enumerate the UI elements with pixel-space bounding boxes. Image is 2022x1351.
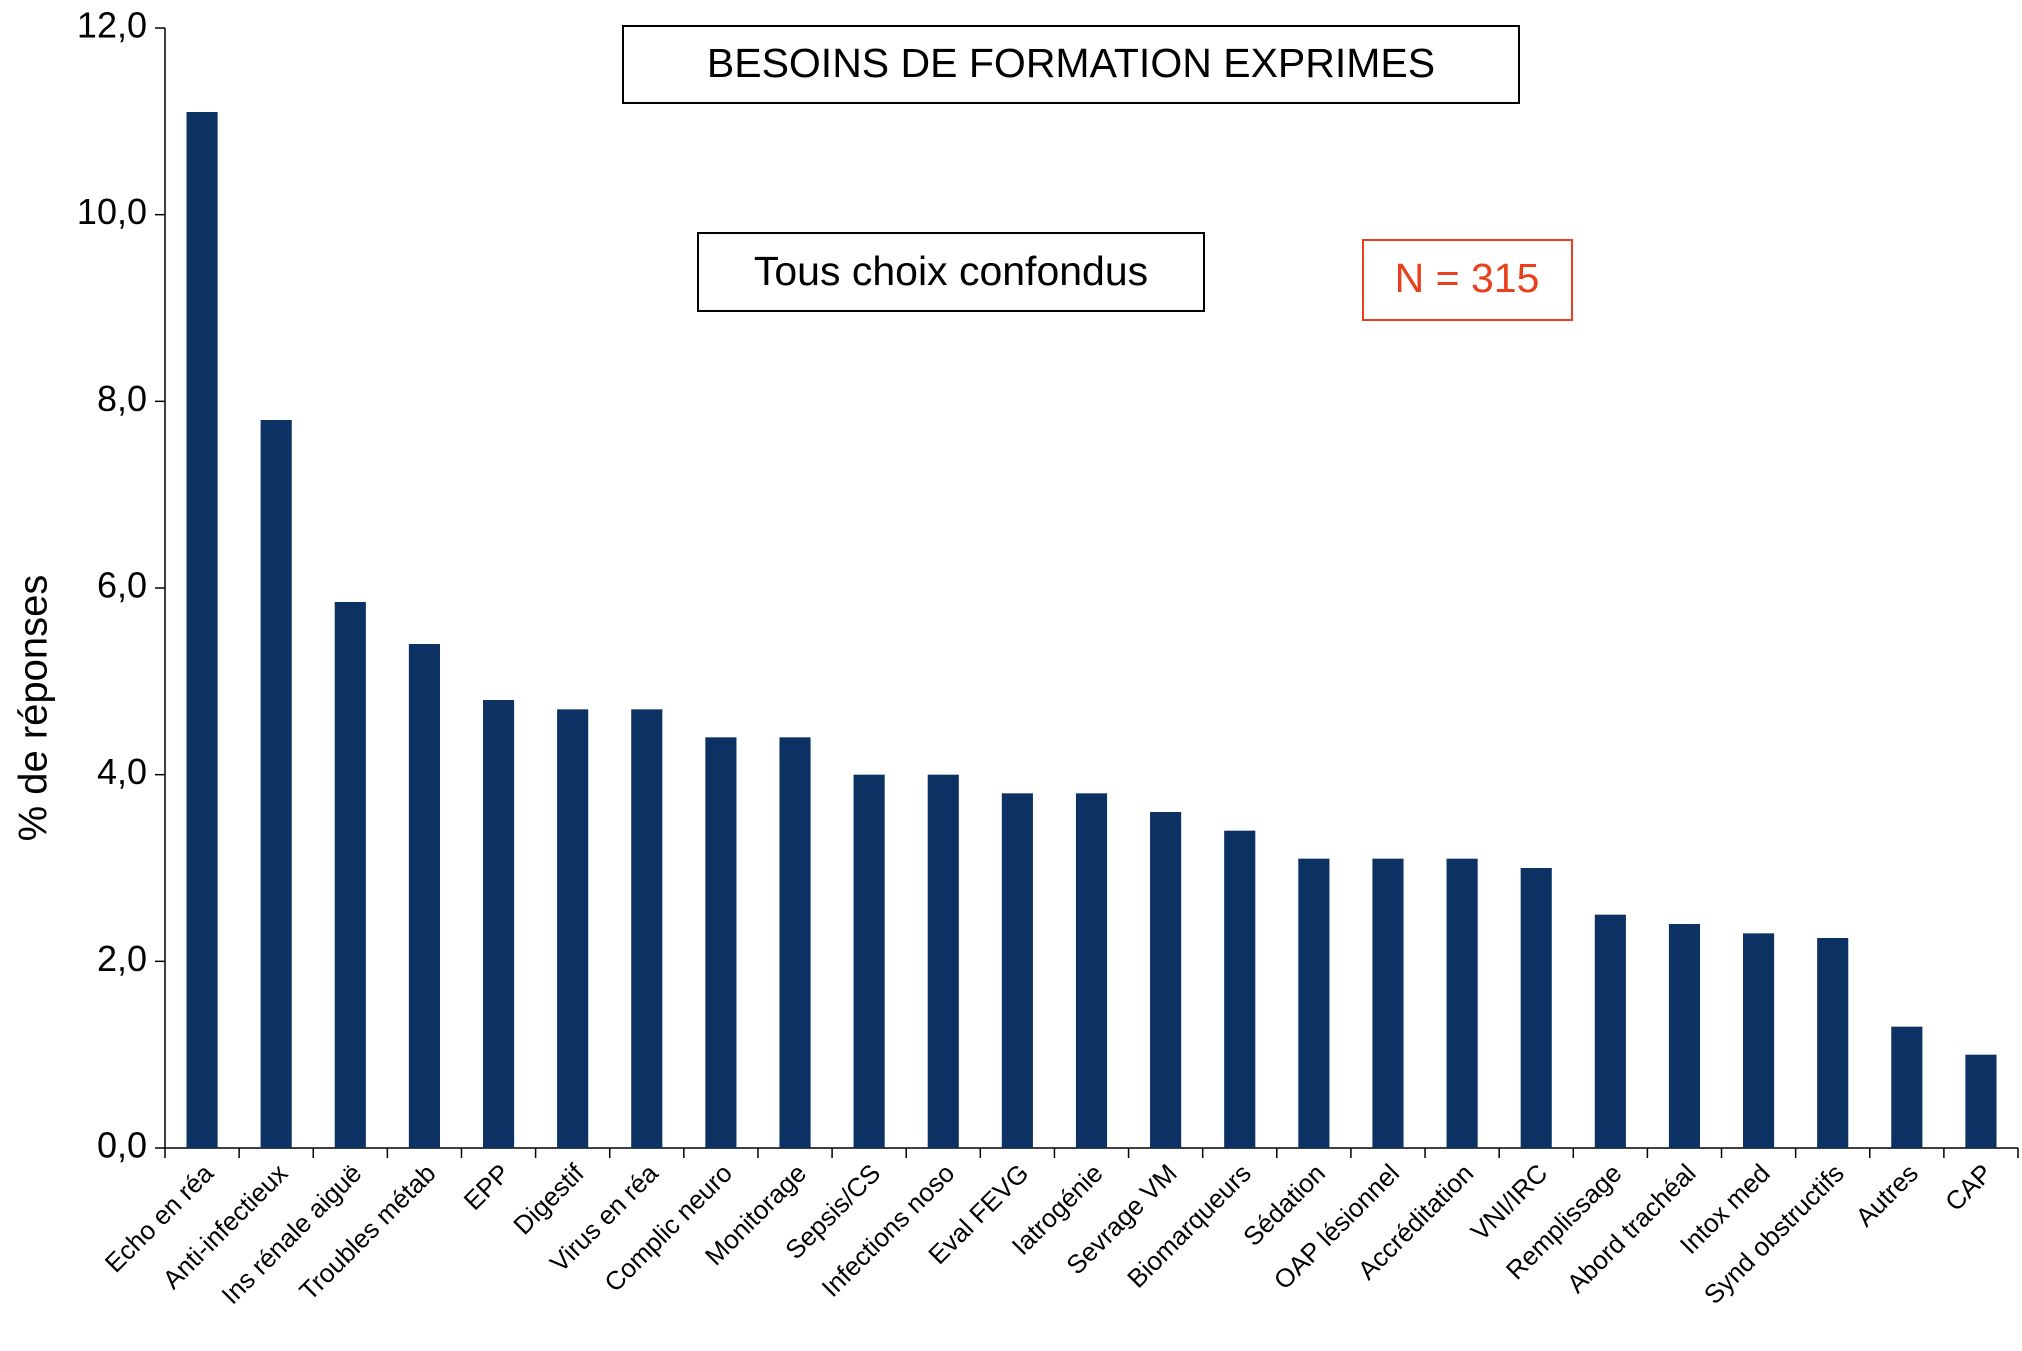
chart-subtitle: Tous choix confondus xyxy=(754,248,1148,294)
bar xyxy=(1817,938,1849,1148)
bar xyxy=(631,709,663,1148)
bar xyxy=(1446,858,1478,1148)
y-tick-label: 0,0 xyxy=(97,1125,147,1166)
bar xyxy=(1224,830,1256,1148)
bar xyxy=(705,737,737,1148)
y-tick-label: 12,0 xyxy=(77,5,147,46)
bar xyxy=(1298,858,1330,1148)
x-tick-label: EPP xyxy=(458,1158,516,1216)
bar xyxy=(557,709,589,1148)
x-tick-label: Autres xyxy=(1850,1158,1924,1232)
x-tick-label: Infections noso xyxy=(815,1158,960,1303)
bar xyxy=(186,112,218,1148)
bar xyxy=(779,737,811,1148)
bar xyxy=(853,774,885,1148)
bar xyxy=(482,700,515,1148)
chart-title: BESOINS DE FORMATION EXPRIMES xyxy=(707,40,1435,86)
x-tick-label: Troubles métab xyxy=(293,1158,441,1306)
bar xyxy=(1668,924,1701,1148)
bar xyxy=(260,420,292,1148)
title-box xyxy=(622,25,1520,104)
bar xyxy=(1075,793,1108,1148)
bar xyxy=(927,774,959,1148)
subtitle-box xyxy=(697,232,1205,312)
bar xyxy=(1965,1054,1997,1148)
bar xyxy=(1150,812,1182,1148)
bar xyxy=(1001,793,1033,1148)
bar xyxy=(1520,868,1552,1148)
bar xyxy=(1372,858,1404,1148)
y-tick-label: 8,0 xyxy=(97,378,147,419)
annotation: N = 315 xyxy=(1395,255,1540,301)
bar xyxy=(408,644,440,1148)
y-tick-label: 4,0 xyxy=(97,751,147,792)
x-tick-label: Complic neuro xyxy=(598,1158,738,1298)
y-tick-label: 6,0 xyxy=(97,565,147,606)
y-tick-label: 2,0 xyxy=(97,938,147,979)
y-tick-label: 10,0 xyxy=(77,191,147,232)
x-tick-label: Abord trachéal xyxy=(1561,1158,1702,1299)
bar xyxy=(1743,933,1775,1148)
y-axis-label: % de réponses xyxy=(12,575,56,842)
bar xyxy=(1594,914,1626,1148)
bar xyxy=(1891,1026,1923,1148)
bar xyxy=(334,602,366,1148)
annotation-box xyxy=(1362,239,1573,321)
x-tick-label: CAP xyxy=(1939,1158,1998,1217)
